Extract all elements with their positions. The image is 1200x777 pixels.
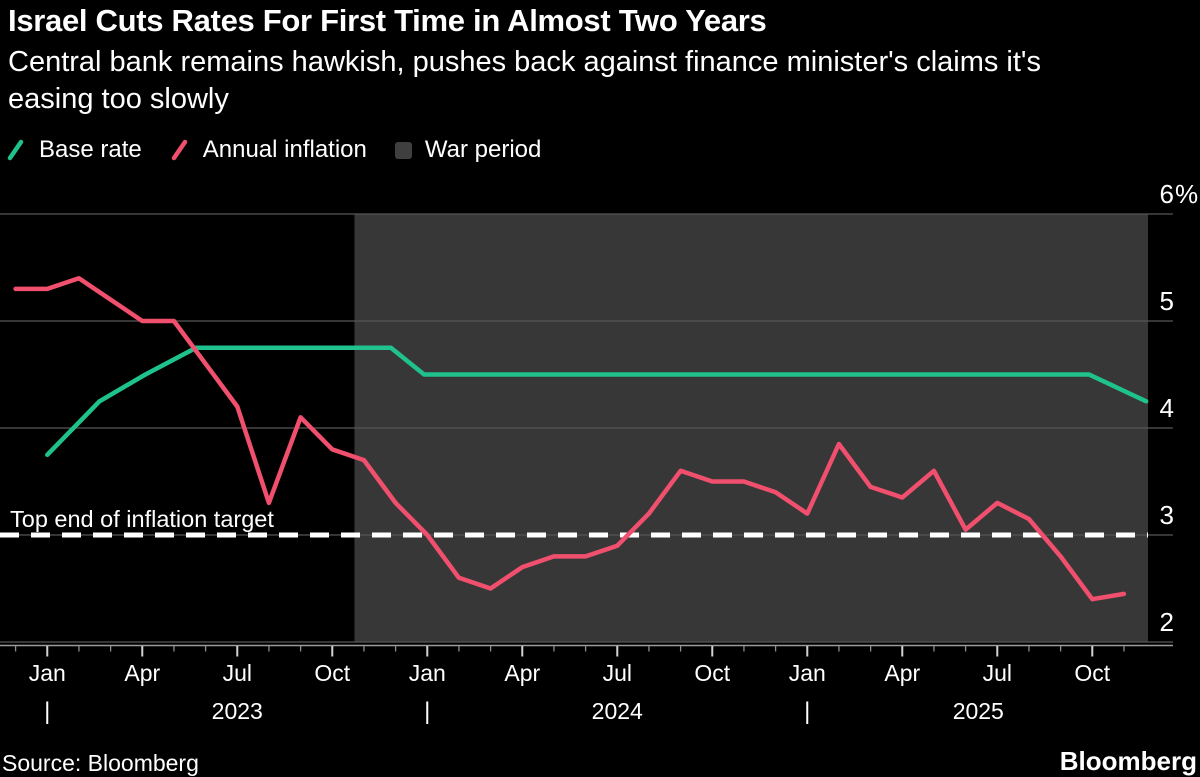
month-label-jul: Jul: [983, 660, 1012, 686]
page-subtitle: Central bank remains hawkish, pushes bac…: [8, 44, 1041, 118]
month-label-apr: Apr: [124, 660, 160, 686]
month-label-jul: Jul: [603, 660, 632, 686]
year-divider-2024: |: [424, 698, 430, 725]
month-label-apr: Apr: [504, 660, 540, 686]
chart-legend: Base rate Annual inflation War period: [6, 136, 541, 164]
war-period-swatch-icon: [394, 141, 412, 159]
base-rate-line: [45, 345, 1149, 458]
year-divider-2023: |: [44, 698, 50, 725]
y-axis-label-2: 2: [1160, 607, 1174, 637]
month-label-jan: Jan: [789, 660, 826, 686]
legend-label-annual-inflation: Annual inflation: [202, 136, 367, 163]
source-credit: Source: Bloomberg: [2, 750, 199, 776]
legend-label-base-rate: Base rate: [39, 136, 142, 163]
annual-inflation-line-marker-icon: [171, 139, 187, 161]
y-axis-unit-label: %: [1175, 179, 1198, 209]
year-divider-2025: |: [804, 698, 810, 725]
year-label-2025: 2025: [953, 698, 1004, 724]
subtitle-line-2: easing too slowly: [8, 83, 229, 115]
legend-item-annual-inflation: Annual inflation: [170, 136, 367, 164]
base-rate-line-marker-icon: [7, 139, 24, 161]
subtitle-line-1: Central bank remains hawkish, pushes bac…: [8, 46, 1041, 78]
month-label-oct: Oct: [314, 660, 350, 686]
y-axis-label-3: 3: [1160, 500, 1174, 530]
year-label-2023: 2023: [212, 698, 263, 724]
month-label-oct: Oct: [1074, 660, 1110, 686]
month-label-jan: Jan: [409, 660, 446, 686]
page-title: Israel Cuts Rates For First Time in Almo…: [8, 3, 767, 38]
annual-inflation-line: [13, 275, 1127, 602]
y-axis-label-6: 6: [1160, 179, 1174, 209]
month-label-jan: Jan: [29, 660, 66, 686]
legend-item-base-rate: Base rate: [6, 136, 142, 164]
bloomberg-logo: Bloomberg: [1059, 746, 1197, 776]
month-label-oct: Oct: [694, 660, 730, 686]
legend-label-war-period: War period: [424, 136, 542, 163]
y-axis-label-5: 5: [1160, 286, 1174, 316]
month-label-apr: Apr: [884, 660, 920, 686]
month-label-jul: Jul: [223, 660, 252, 686]
inflation-target-label: Top end of inflation target: [10, 506, 274, 532]
legend-item-war-period: War period: [394, 136, 542, 164]
year-label-2024: 2024: [592, 698, 643, 724]
y-axis-label-4: 4: [1160, 393, 1174, 423]
